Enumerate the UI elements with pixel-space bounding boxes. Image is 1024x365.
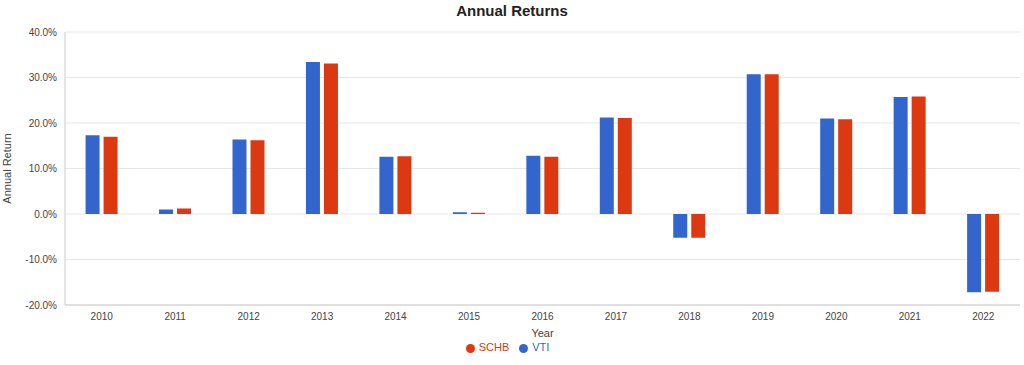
html-text:Annual Returns: Annual Returns [456, 2, 568, 19]
svg-text:Year: Year [531, 327, 554, 339]
svg-text:2016: 2016 [531, 311, 554, 322]
svg-text:2010: 2010 [91, 311, 114, 322]
svg-text:20.0%: 20.0% [29, 118, 57, 129]
svg-text:2013: 2013 [311, 311, 334, 322]
svg-text:0.0%: 0.0% [34, 209, 57, 220]
svg-text:2021: 2021 [899, 311, 922, 322]
svg-text:-10.0%: -10.0% [25, 254, 57, 265]
svg-text:-20.0%: -20.0% [25, 300, 57, 311]
svg-text:10.0%: 10.0% [29, 163, 57, 174]
svg-text:2015: 2015 [458, 311, 481, 322]
svg-text:2018: 2018 [678, 311, 701, 322]
svg-text:30.0%: 30.0% [29, 72, 57, 83]
svg-text:40.0%: 40.0% [29, 27, 57, 38]
svg-text:2019: 2019 [752, 311, 775, 322]
svg-text:Annual Return: Annual Return [8, 133, 13, 203]
svg-text:2014: 2014 [384, 311, 407, 322]
html-text:SCHB: SCHB [478, 341, 510, 353]
html-text:VTI: VTI [532, 341, 550, 353]
svg-text:2022: 2022 [972, 311, 995, 322]
svg-text:2017: 2017 [605, 311, 628, 322]
svg-text:2011: 2011 [164, 311, 186, 322]
svg-text:2012: 2012 [238, 311, 261, 322]
svg-text:2020: 2020 [825, 311, 848, 322]
